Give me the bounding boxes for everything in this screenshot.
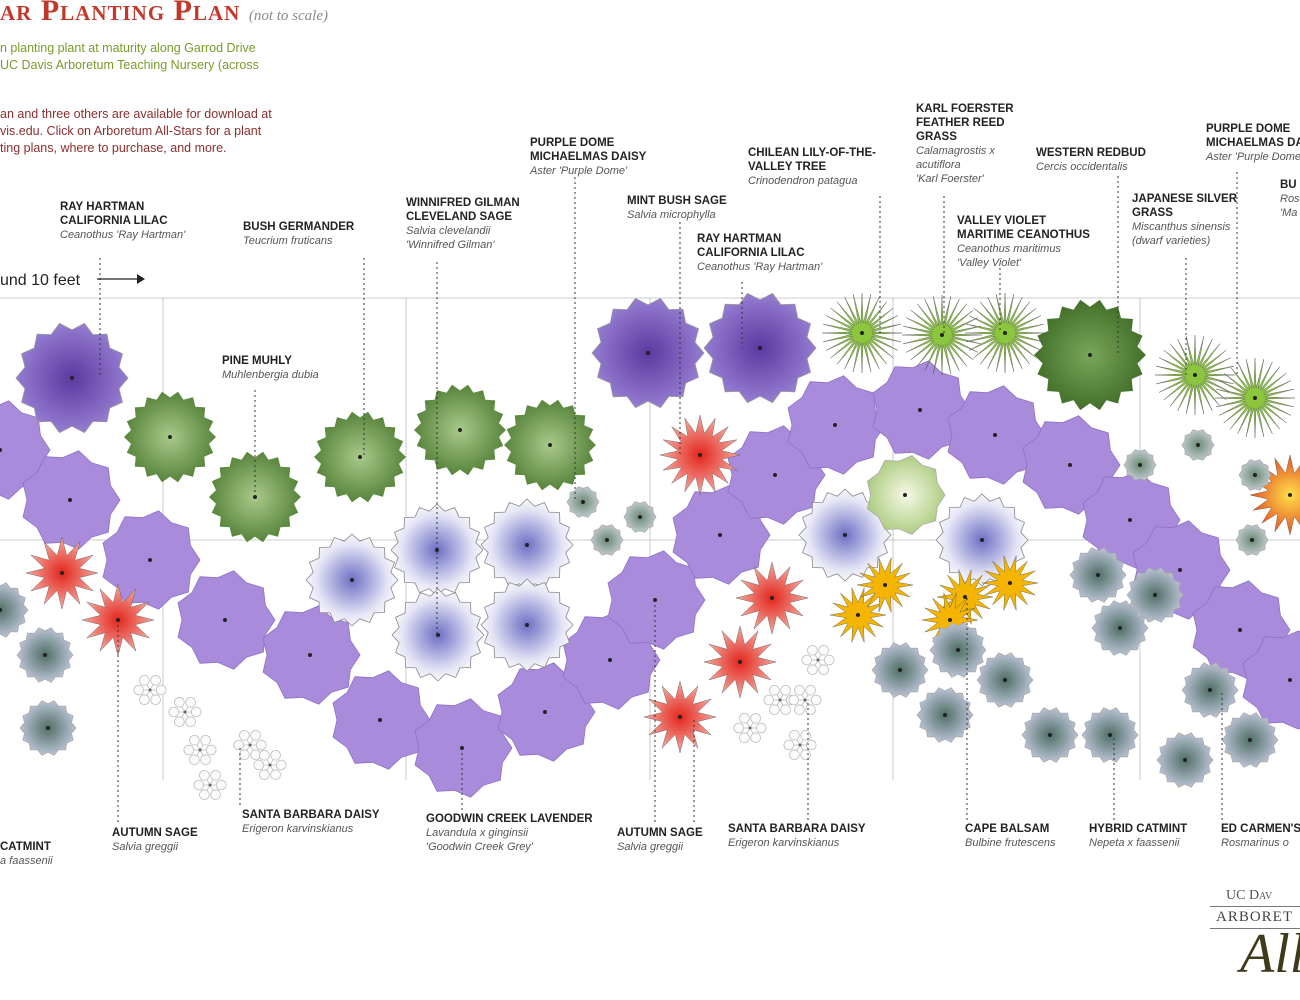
plant-label: HYBRID CATMINT Nepeta x faassenii bbox=[1089, 822, 1187, 850]
plant-label: RAY HARTMAN CALIFORNIA LILAC Ceanothus 'R… bbox=[697, 232, 822, 274]
common-name: PURPLE DOME MICHAELMAS DAISY bbox=[530, 137, 647, 163]
common-name: JAPANESE SILVER GRASS bbox=[1132, 193, 1238, 219]
botanical-name: Teucrium fruticans bbox=[243, 235, 333, 247]
common-name: WINNIFRED GILMAN CLEVELAND SAGE bbox=[406, 197, 520, 223]
scale-note: (not to scale) bbox=[248, 8, 328, 24]
plant-label: BUSH GERMANDER Teucrium fruticans bbox=[243, 220, 354, 248]
common-name: GOODWIN CREEK LAVENDER bbox=[426, 813, 593, 825]
logo-script: All bbox=[1240, 923, 1300, 985]
plant-label: JAPANESE SILVER GRASS Miscanthus sinensis… bbox=[1132, 192, 1237, 248]
botanical-name: Aster 'Purple Dome' bbox=[1206, 151, 1300, 163]
hybrid-catmint bbox=[0, 582, 29, 638]
common-name: AUTUMN SAGE bbox=[617, 827, 703, 839]
plant-label: KARL FOERSTER FEATHER REED GRASS Calamagr… bbox=[916, 102, 1014, 186]
common-name: PINE MUHLY bbox=[222, 355, 292, 367]
common-name: MINT BUSH SAGE bbox=[627, 195, 727, 207]
common-name: VALLEY VIOLET MARITIME CEANOTHUS bbox=[957, 215, 1090, 241]
botanical-name: Nepeta x faassenii bbox=[1089, 837, 1180, 849]
botanical-name: Salvia clevelandii 'Winnifred Gilman' bbox=[406, 225, 495, 251]
leader-lines bbox=[99, 172, 1238, 822]
scale-indicator: und 10 feet bbox=[0, 272, 147, 290]
common-name: HYBRID CATMINT bbox=[1089, 823, 1188, 835]
botanical-name: Lavandula x ginginsii 'Goodwin Creek Gre… bbox=[426, 827, 533, 853]
botanical-name: Ceanothus maritimus 'Valley Violet' bbox=[957, 243, 1061, 269]
plant-label: AUTUMN SAGE Salvia greggii bbox=[617, 826, 703, 854]
plant-label: PURPLE DOME MICHAELMAS DAISY Aster 'Purpl… bbox=[530, 136, 646, 178]
plant-label: VALLEY VIOLET MARITIME CEANOTHUS Ceanothu… bbox=[957, 214, 1090, 270]
plant-label: ED CARMEN'S Rosmarinus o bbox=[1221, 822, 1300, 850]
botanical-name: Salvia greggii bbox=[112, 841, 179, 853]
santa-barbara-daisy bbox=[788, 684, 822, 715]
common-name: WESTERN REDBUD bbox=[1036, 147, 1146, 159]
plant-label: SANTA BARBARA DAISY Erigeron karvinskianu… bbox=[242, 808, 380, 836]
botanical-name: Cercis occidentalis bbox=[1036, 161, 1128, 173]
plant-label: GOODWIN CREEK LAVENDER Lavandula x gingin… bbox=[426, 812, 593, 854]
santa-barbara-daisy bbox=[168, 696, 202, 727]
santa-barbara-daisy bbox=[183, 734, 217, 765]
plant-label: CATMINT a faassenii bbox=[0, 840, 53, 868]
common-name: RAY HARTMAN CALIFORNIA LILAC bbox=[60, 201, 168, 227]
botanical-name: Rosmarinus o bbox=[1221, 837, 1289, 849]
plant-label: PURPLE DOME MICHAELMAS DAISY Aster 'Purpl… bbox=[1206, 122, 1300, 164]
right-arrow-icon bbox=[95, 272, 147, 290]
botanical-name: Ros 'Ma bbox=[1280, 193, 1300, 219]
santa-barbara-daisy bbox=[253, 749, 287, 780]
plant-label: WESTERN REDBUD Cercis occidentalis bbox=[1036, 146, 1146, 174]
common-name: AUTUMN SAGE bbox=[112, 827, 198, 839]
common-name: KARL FOERSTER FEATHER REED GRASS bbox=[916, 103, 1014, 143]
lavender-shrub bbox=[1242, 630, 1300, 730]
common-name: BUSH GERMANDER bbox=[243, 221, 355, 233]
botanical-name: Miscanthus sinensis (dwarf varieties) bbox=[1132, 221, 1231, 247]
botanical-name: Salvia microphylla bbox=[627, 209, 716, 221]
rosemary bbox=[1249, 454, 1300, 536]
common-name: BU bbox=[1280, 179, 1297, 191]
botanical-name: Ceanothus 'Ray Hartman' bbox=[60, 229, 186, 241]
plant-label: BU Ros 'Ma bbox=[1280, 178, 1300, 220]
intro-text: n planting plant at maturity along Garro… bbox=[0, 41, 259, 72]
botanical-name: Calamagrostis x acutiflora 'Karl Foerste… bbox=[916, 145, 995, 185]
plant-label: MINT BUSH SAGE Salvia microphylla bbox=[627, 194, 727, 222]
common-name: SANTA BARBARA DAISY bbox=[242, 809, 380, 821]
arboretum-logo: UC Dav ARBORET All bbox=[1210, 888, 1300, 985]
santa-barbara-daisy bbox=[733, 712, 767, 743]
botanical-name: Crinodendron patagua bbox=[748, 175, 858, 187]
santa-barbara-daisy bbox=[193, 769, 227, 800]
plant-label: PINE MUHLY Muhlenbergia dubia bbox=[222, 354, 319, 382]
logo-line-1: UC Dav bbox=[1226, 888, 1273, 903]
common-name: CHILEAN LILY-OF-THE- VALLEY TREE bbox=[748, 147, 876, 173]
common-name: CATMINT bbox=[0, 841, 51, 853]
plant-label: AUTUMN SAGE Salvia greggii bbox=[112, 826, 198, 854]
botanical-name: Erigeron karvinskianus bbox=[728, 837, 840, 849]
common-name: PURPLE DOME MICHAELMAS DAISY bbox=[1206, 123, 1300, 149]
botanical-name: Bulbine frutescens bbox=[965, 837, 1056, 849]
botanical-name: Muhlenbergia dubia bbox=[222, 369, 319, 381]
santa-barbara-daisy bbox=[133, 674, 167, 705]
plan-title: ar Planting Plan (not to scale) bbox=[0, 0, 328, 27]
santa-barbara-daisy bbox=[801, 644, 835, 675]
plant-label: WINNIFRED GILMAN CLEVELAND SAGE Salvia cl… bbox=[406, 196, 520, 252]
common-name: CAPE BALSAM bbox=[965, 823, 1050, 835]
common-name: ED CARMEN'S bbox=[1221, 823, 1300, 835]
common-name: RAY HARTMAN CALIFORNIA LILAC bbox=[697, 233, 805, 259]
common-name: SANTA BARBARA DAISY bbox=[728, 823, 866, 835]
botanical-name: Ceanothus 'Ray Hartman' bbox=[697, 261, 823, 273]
logo-line-2: ARBORET bbox=[1210, 906, 1300, 929]
plant-label: CAPE BALSAM Bulbine frutescens bbox=[965, 822, 1056, 850]
botanical-name: a faassenii bbox=[0, 855, 53, 867]
botanical-name: Aster 'Purple Dome' bbox=[530, 165, 628, 177]
santa-barbara-daisy bbox=[783, 729, 817, 760]
scale-label: und 10 feet bbox=[0, 272, 81, 289]
download-text: an and three others are available for do… bbox=[0, 107, 272, 155]
botanical-name: Erigeron karvinskianus bbox=[242, 823, 354, 835]
plant-label: SANTA BARBARA DAISY Erigeron karvinskianu… bbox=[728, 822, 866, 850]
plant-label: RAY HARTMAN CALIFORNIA LILAC Ceanothus 'R… bbox=[60, 200, 185, 242]
plant-label: CHILEAN LILY-OF-THE- VALLEY TREE Crinoden… bbox=[748, 146, 876, 188]
botanical-name: Salvia greggii bbox=[617, 841, 684, 853]
